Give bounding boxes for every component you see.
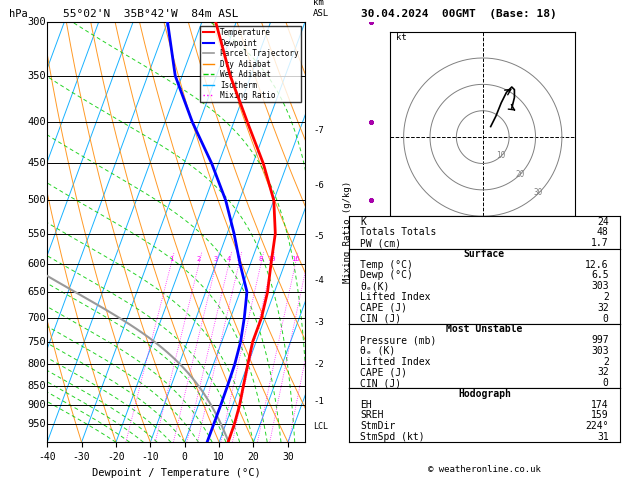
Text: 12.6: 12.6: [585, 260, 609, 270]
Text: 159: 159: [591, 410, 609, 420]
Text: -7: -7: [313, 126, 324, 136]
Text: Surface: Surface: [464, 249, 505, 259]
Text: 550: 550: [27, 228, 46, 239]
Text: CIN (J): CIN (J): [360, 313, 401, 324]
Text: θₑ (K): θₑ (K): [360, 346, 395, 356]
Text: CAPE (J): CAPE (J): [360, 303, 407, 313]
Text: 350: 350: [27, 70, 46, 81]
Text: km
ASL: km ASL: [313, 0, 330, 17]
Text: 8: 8: [259, 256, 263, 262]
Text: kt: kt: [396, 33, 406, 41]
Text: 16: 16: [291, 256, 299, 262]
Text: 650: 650: [27, 287, 46, 297]
Text: 31: 31: [597, 432, 609, 442]
Text: -1: -1: [313, 397, 324, 406]
Text: 5: 5: [237, 256, 241, 262]
Legend: Temperature, Dewpoint, Parcel Trajectory, Dry Adiabat, Wet Adiabat, Isotherm, Mi: Temperature, Dewpoint, Parcel Trajectory…: [201, 26, 301, 103]
Text: 24: 24: [597, 217, 609, 226]
Text: 10: 10: [267, 256, 276, 262]
Text: Lifted Index: Lifted Index: [360, 292, 430, 302]
Text: 174: 174: [591, 399, 609, 410]
Text: -5: -5: [313, 232, 324, 241]
Text: Dewp (°C): Dewp (°C): [360, 270, 413, 280]
Text: K: K: [360, 217, 366, 226]
Text: 48: 48: [597, 227, 609, 238]
Text: CIN (J): CIN (J): [360, 378, 401, 388]
Text: 750: 750: [27, 337, 46, 347]
Text: hPa: hPa: [9, 9, 28, 19]
Text: 850: 850: [27, 381, 46, 391]
Text: 997: 997: [591, 335, 609, 345]
Text: 0: 0: [603, 378, 609, 388]
Text: 700: 700: [27, 312, 46, 323]
X-axis label: Dewpoint / Temperature (°C): Dewpoint / Temperature (°C): [92, 468, 260, 478]
Text: EH: EH: [360, 399, 372, 410]
Text: Temp (°C): Temp (°C): [360, 260, 413, 270]
Text: 55°02'N  35B°42'W  84m ASL: 55°02'N 35B°42'W 84m ASL: [63, 9, 239, 19]
Text: 950: 950: [27, 419, 46, 429]
Text: -6: -6: [313, 181, 324, 191]
Text: -4: -4: [313, 277, 324, 285]
Text: 900: 900: [27, 400, 46, 411]
Text: 1: 1: [169, 256, 173, 262]
Text: Hodograph: Hodograph: [458, 389, 511, 399]
Text: θₑ(K): θₑ(K): [360, 281, 389, 291]
Text: StmSpd (kt): StmSpd (kt): [360, 432, 425, 442]
Text: 450: 450: [27, 158, 46, 169]
Text: 2: 2: [197, 256, 201, 262]
Text: Lifted Index: Lifted Index: [360, 357, 430, 366]
Text: 6.5: 6.5: [591, 270, 609, 280]
Text: 500: 500: [27, 195, 46, 205]
Text: 30: 30: [533, 188, 543, 197]
Text: 1.7: 1.7: [591, 238, 609, 248]
Text: © weatheronline.co.uk: © weatheronline.co.uk: [428, 465, 541, 474]
Text: 224°: 224°: [585, 421, 609, 431]
Text: 20: 20: [515, 170, 525, 178]
Text: -2: -2: [313, 360, 324, 369]
Text: Mixing Ratio (g/kg): Mixing Ratio (g/kg): [343, 181, 352, 283]
Text: Totals Totals: Totals Totals: [360, 227, 437, 238]
Text: SREH: SREH: [360, 410, 384, 420]
Text: 2: 2: [603, 292, 609, 302]
Text: Most Unstable: Most Unstable: [446, 324, 523, 334]
Text: 3: 3: [214, 256, 218, 262]
Text: 32: 32: [597, 303, 609, 313]
Text: 0: 0: [603, 313, 609, 324]
Text: 300: 300: [27, 17, 46, 27]
Text: 303: 303: [591, 346, 609, 356]
Text: 10: 10: [497, 151, 506, 160]
Text: 4: 4: [226, 256, 231, 262]
Text: Pressure (mb): Pressure (mb): [360, 335, 437, 345]
Text: 600: 600: [27, 259, 46, 269]
Text: 303: 303: [591, 281, 609, 291]
Text: LCL: LCL: [313, 422, 328, 431]
Text: -3: -3: [313, 318, 324, 327]
Text: 32: 32: [597, 367, 609, 377]
Text: 30.04.2024  00GMT  (Base: 18): 30.04.2024 00GMT (Base: 18): [361, 9, 557, 19]
Text: CAPE (J): CAPE (J): [360, 367, 407, 377]
Text: StmDir: StmDir: [360, 421, 395, 431]
Text: 800: 800: [27, 359, 46, 369]
Text: 400: 400: [27, 117, 46, 127]
Text: 2: 2: [603, 357, 609, 366]
Text: PW (cm): PW (cm): [360, 238, 401, 248]
